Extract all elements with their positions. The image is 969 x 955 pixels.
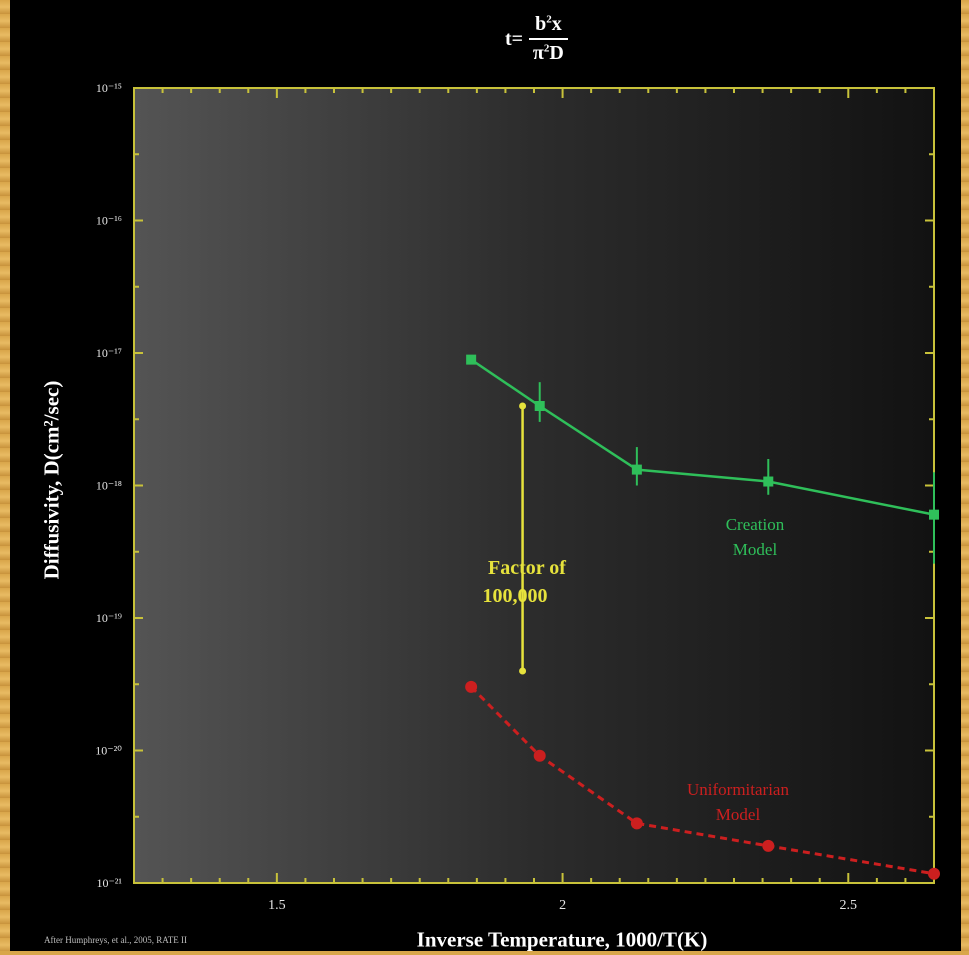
formula-fraction: b2x π2D bbox=[529, 13, 568, 65]
factor-label-line1: Factor of bbox=[488, 557, 566, 579]
formula: t= b2x π2D bbox=[505, 10, 568, 68]
x-tick-label: 2 bbox=[559, 898, 566, 913]
factor-arrow-top bbox=[519, 402, 527, 410]
y-tick-label: 10⁻¹⁹ bbox=[96, 611, 122, 625]
plot-area bbox=[133, 87, 935, 884]
formula-denominator: π2D bbox=[533, 40, 564, 65]
x-tick-label: 2.5 bbox=[840, 898, 858, 913]
factor-arrow-bottom bbox=[519, 667, 527, 675]
y-tick-label: 10⁻²⁰ bbox=[95, 744, 122, 758]
formula-den-base: π bbox=[532, 42, 544, 64]
x-tick-label: 1.5 bbox=[268, 898, 286, 913]
uniformitarian-data-point bbox=[762, 839, 775, 852]
creation-data-point bbox=[466, 354, 477, 365]
creation-data-point bbox=[929, 509, 939, 520]
y-axis-label: Diffusivity, D(cm²/sec) bbox=[39, 380, 64, 580]
formula-den-sup: 2 bbox=[543, 42, 550, 55]
x-axis-label: Inverse Temperature, 1000/T(K) bbox=[416, 927, 708, 952]
bottom-frame bbox=[0, 951, 969, 955]
x-tick-labels: 1.5 2 2.5 bbox=[268, 898, 857, 913]
uniformitarian-data-point bbox=[630, 817, 643, 830]
formula-num-sup: 2 bbox=[546, 13, 552, 26]
creation-data-point bbox=[534, 401, 545, 411]
credit-text: After Humphreys, et al., 2005, RATE II bbox=[44, 935, 187, 945]
formula-lhs: t= bbox=[505, 27, 524, 50]
creation-data-point bbox=[631, 464, 642, 475]
annotation-layer: Factor of 100,000 bbox=[483, 402, 566, 675]
creation-data-point bbox=[763, 476, 774, 487]
uniformitarian-series-line bbox=[470, 685, 935, 876]
formula-den-tail: D bbox=[549, 42, 564, 64]
uniformitarian-data-point bbox=[465, 680, 478, 693]
y-tick-label: 10⁻¹⁷ bbox=[96, 346, 122, 360]
formula-numerator: b2x bbox=[529, 13, 568, 40]
formula-num-tail: x bbox=[551, 13, 562, 35]
formula-num-base: b bbox=[535, 13, 547, 35]
axis-ticks bbox=[133, 87, 935, 884]
creation-label-line1: Creation bbox=[726, 515, 785, 534]
uniformitarian-label-line1: Uniformitarian bbox=[687, 780, 789, 799]
y-tick-label: 10⁻¹⁸ bbox=[96, 479, 122, 493]
right-frame bbox=[961, 0, 969, 955]
y-tick-label: 10⁻²¹ bbox=[96, 876, 122, 890]
series-layer: Creation Model Uniformitarian Model bbox=[465, 354, 940, 880]
uniformitarian-data-point bbox=[928, 867, 940, 880]
left-frame bbox=[0, 0, 10, 955]
y-tick-label: 10⁻¹⁶ bbox=[96, 214, 122, 228]
factor-label-line2: 100,000 bbox=[483, 585, 548, 607]
uniformitarian-data-point bbox=[533, 749, 546, 762]
creation-label-line2: Model bbox=[733, 540, 778, 559]
uniformitarian-label-line2: Model bbox=[716, 805, 761, 824]
y-tick-label: 10⁻¹⁵ bbox=[96, 81, 122, 95]
y-tick-labels: 10⁻²¹ 10⁻²⁰ 10⁻¹⁹ 10⁻¹⁸ 10⁻¹⁷ 10⁻¹⁶ 10⁻¹⁵ bbox=[95, 81, 122, 890]
